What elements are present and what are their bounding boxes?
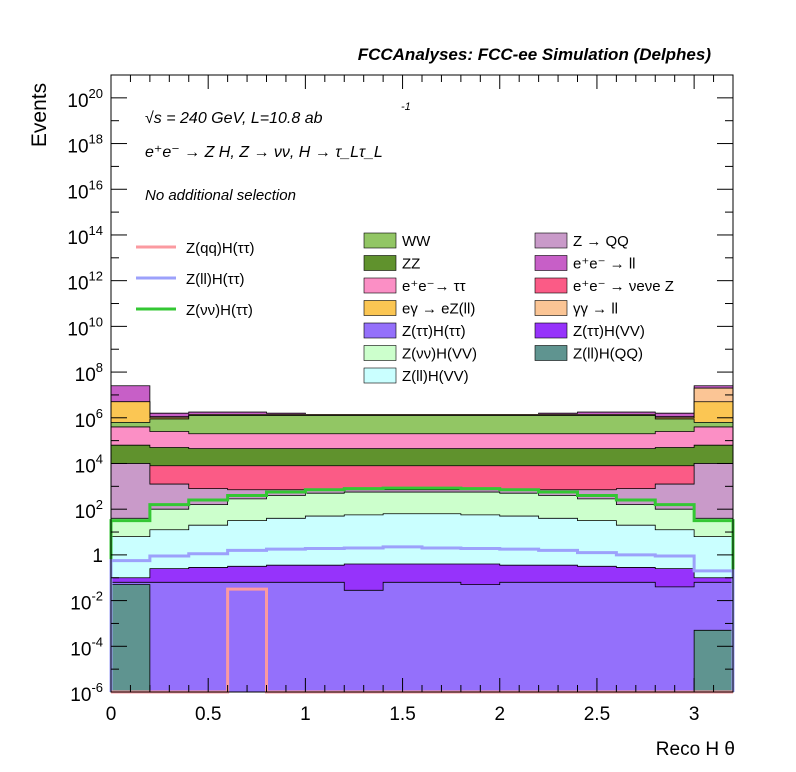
legend-swatch xyxy=(534,232,568,249)
legend-entry-z-h-vv: Z(ττ)H(VV) xyxy=(573,323,645,340)
y-tick-label: 108 xyxy=(75,360,103,386)
legend-swatch xyxy=(534,255,568,271)
legend-entry-e-e: e⁺e⁻→ ττ xyxy=(402,278,466,295)
legend-entry-zz: ZZ xyxy=(402,256,420,273)
y-axis-label: Events xyxy=(28,83,51,147)
x-tick-label: 1 xyxy=(300,704,311,725)
y-tick-label: 1014 xyxy=(67,223,103,249)
x-tick-label: 2.5 xyxy=(584,704,610,725)
chart-header: FCCAnalyses: FCC-ee Simulation (Delphes) xyxy=(358,45,712,64)
legend-swatch xyxy=(363,232,397,249)
selection-annotation: No additional selection xyxy=(145,187,296,204)
legend-swatch xyxy=(363,255,397,271)
y-tick-label: 1012 xyxy=(67,269,103,295)
y-tick-label: 1018 xyxy=(67,132,103,158)
signal-z-ll-h xyxy=(109,545,735,692)
legend-entry-z-h: Z(νν)H(ττ) xyxy=(186,302,253,319)
legend-swatch xyxy=(363,277,397,294)
y-tick-label: 10-4 xyxy=(70,634,103,660)
legend-entry-z-ll-h-qq: Z(ll)H(QQ) xyxy=(573,346,643,363)
legend-swatch xyxy=(534,300,568,316)
y-tick-label: 1020 xyxy=(67,86,103,112)
x-tick-label: 1.5 xyxy=(389,704,415,725)
axis-ticks: 0 0.5 1 1.5 2 2.5 3 10-6 10-4 10-2 1 102 104 106 108 10… xyxy=(67,75,733,725)
x-tick-label: 3 xyxy=(689,704,700,725)
x-tick-label: 2 xyxy=(494,704,505,725)
legend-swatch xyxy=(534,345,568,361)
stack-z-h xyxy=(110,581,734,693)
legend-swatch xyxy=(363,322,397,339)
y-tick-label: 10-6 xyxy=(70,680,103,706)
legend-swatch xyxy=(363,300,397,316)
stacked-histograms xyxy=(110,385,734,693)
y-tick-label: 102 xyxy=(75,497,103,523)
legend-entry-z-qq-h: Z(qq)H(ττ) xyxy=(186,240,255,257)
y-tick-label: 104 xyxy=(75,451,103,477)
x-tick-label: 0 xyxy=(106,704,117,725)
y-tick-label: 106 xyxy=(75,406,103,432)
legend-entry-z-ll-h: Z(ll)H(ττ) xyxy=(186,271,245,288)
legend-entry-z-h-vv: Z(νν)H(VV) xyxy=(402,346,477,363)
legend-entry-ww: WW xyxy=(402,233,431,250)
y-tick-label: 1016 xyxy=(67,177,103,203)
energy-lumi-annotation: √s = 240 GeV, L=10.8 ab xyxy=(145,110,323,127)
legend-entry-ll: γγ → ll xyxy=(573,301,618,318)
x-tick-label: 0.5 xyxy=(195,704,221,725)
legend-entry-e-e-ll: e⁺e⁻ → ll xyxy=(573,256,636,273)
signal-z-h xyxy=(109,486,735,692)
process-annotation: e⁺e⁻ → Z H, Z → νν, H → τ_Lτ_L xyxy=(145,144,383,161)
y-tick-label: 1 xyxy=(92,546,103,567)
legend: Z(qq)H(ττ) Z(ll)H(ττ) Z(νν)H(ττ) WW ZZ e⁺e⁻→ … xyxy=(136,232,674,385)
legend-entry-z-ll-h-vv: Z(ll)H(VV) xyxy=(402,368,469,385)
x-axis-label: Reco H θ xyxy=(656,739,735,760)
legend-swatch xyxy=(534,322,568,339)
y-tick-label: 10-2 xyxy=(70,589,103,615)
legend-entry-z-qq: Z → QQ xyxy=(573,233,629,250)
legend-swatch xyxy=(534,277,568,294)
lumi-exponent: -1 xyxy=(401,101,411,113)
legend-swatch xyxy=(363,367,397,384)
legend-entry-e-e-e-e-z: e⁺e⁻ → νeνe Z xyxy=(573,278,674,295)
legend-entry-e-ez-ll: eγ → eZ(ll) xyxy=(402,301,475,318)
y-tick-label: 1010 xyxy=(67,314,103,340)
legend-entry-z-h: Z(ττ)H(ττ) xyxy=(402,323,466,340)
legend-swatch xyxy=(363,345,397,361)
